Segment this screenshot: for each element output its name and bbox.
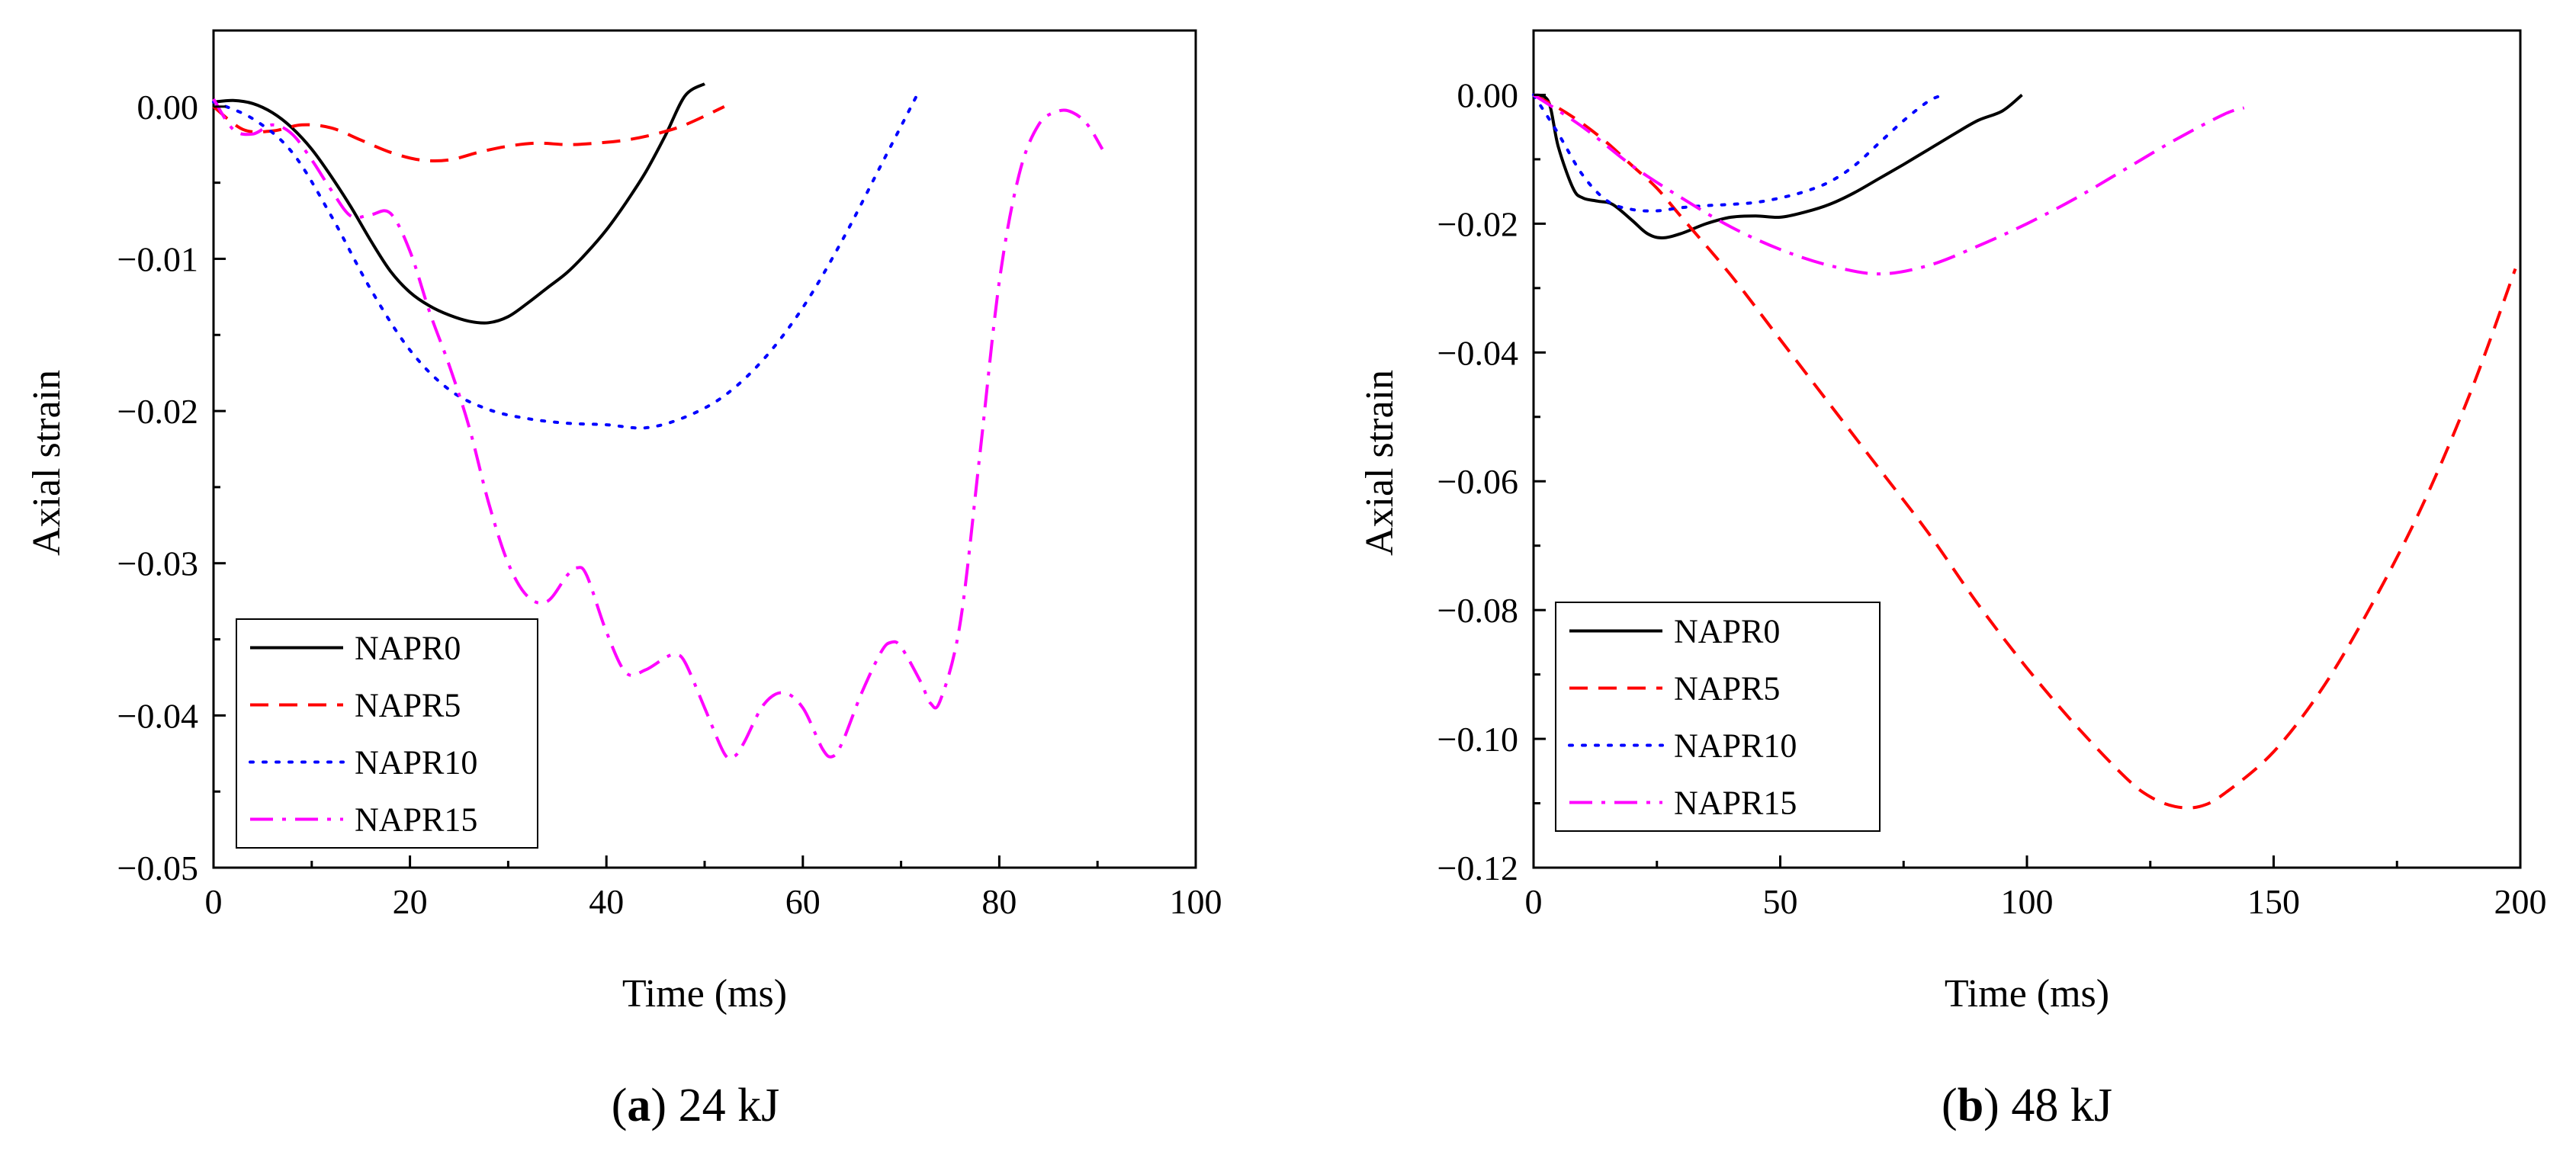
y-tick-label: 0.00 (1457, 75, 1519, 114)
series-line-napr10 (212, 95, 917, 430)
y-axis-label: Axial strain (25, 370, 69, 556)
legend-label-napr0: NAPR0 (355, 630, 461, 667)
legend-label-napr10: NAPR10 (1674, 727, 1797, 765)
series-line-napr5 (212, 104, 725, 162)
panel-b-chart: 0 50 100 150 200 0.00 −0.02 −0.04 −0.06 −0.08 −0.1… (1358, 29, 2547, 1131)
y-tick-label: −0.12 (1437, 849, 1518, 887)
x-tick-label: 20 (393, 882, 428, 921)
caption-text: 48 kJ (2011, 1080, 2112, 1131)
y-tick-label: −0.04 (1437, 333, 1518, 372)
y-tick-label: −0.08 (1437, 591, 1518, 630)
caption: (b) 48 kJ (1942, 1080, 2112, 1131)
x-tick-label: 100 (1170, 882, 1222, 921)
caption-text: 24 kJ (679, 1080, 780, 1131)
ticks-layer: 0 20 40 60 80 100 0.00 −0.01 −0.02 −0.03 −0.04 −0.0… (117, 88, 1222, 921)
panel-a-chart: 0 20 40 60 80 100 0.00 −0.01 −0.02 −0.03 −0.04 −0.0… (25, 29, 1222, 1131)
y-axis-label: Axial strain (1358, 370, 1402, 556)
y-tick-label: −0.02 (117, 392, 198, 431)
series-line-napr15 (1532, 93, 2245, 276)
x-tick-label: 0 (1525, 882, 1543, 921)
ticks-layer: 0 50 100 150 200 0.00 −0.02 −0.04 −0.06 −0.08 −0.1… (1437, 75, 2547, 921)
y-tick-label: −0.05 (117, 849, 198, 887)
legend-label-napr15: NAPR15 (1674, 785, 1797, 822)
caption-letter: a (627, 1080, 650, 1131)
legend: NAPR0 NAPR5 NAPR10 NAPR15 (236, 618, 538, 849)
x-tick-label: 200 (2494, 882, 2547, 921)
x-tick-label: 50 (1763, 882, 1798, 921)
series-line-napr0 (213, 82, 706, 325)
y-tick-label: 0.00 (137, 88, 199, 127)
series-layer (212, 82, 1104, 761)
series-line-napr0 (1533, 93, 2023, 240)
x-tick-label: 100 (2001, 882, 2054, 921)
y-tick-label: −0.03 (117, 544, 198, 583)
legend-label-napr5: NAPR5 (1674, 670, 1780, 708)
legend-box (1555, 602, 1881, 832)
y-tick-label: −0.04 (117, 696, 198, 735)
caption: (a) 24 kJ (612, 1080, 779, 1131)
legend-label-napr0: NAPR0 (1674, 613, 1780, 650)
y-tick-label: −0.10 (1437, 720, 1518, 759)
x-axis-label: Time (ms) (622, 972, 787, 1016)
legend-label-napr5: NAPR5 (355, 687, 461, 724)
y-tick-label: −0.02 (1437, 204, 1518, 243)
x-tick-label: 60 (785, 882, 821, 921)
series-layer (1532, 93, 2517, 810)
legend-box (236, 618, 538, 849)
y-tick-label: −0.01 (117, 239, 198, 278)
x-tick-label: 150 (2247, 882, 2300, 921)
legend-label-napr10: NAPR10 (355, 744, 477, 782)
x-tick-label: 40 (589, 882, 624, 921)
legend-label-napr15: NAPR15 (355, 801, 477, 839)
x-tick-label: 80 (981, 882, 1017, 921)
legend: NAPR0 NAPR5 NAPR10 NAPR15 (1555, 602, 1881, 832)
series-line-napr5 (1533, 93, 2517, 810)
caption-letter: b (1958, 1080, 1983, 1131)
x-tick-label: 0 (205, 882, 223, 921)
x-axis-label: Time (ms) (1945, 972, 2109, 1016)
y-tick-label: −0.06 (1437, 462, 1518, 501)
